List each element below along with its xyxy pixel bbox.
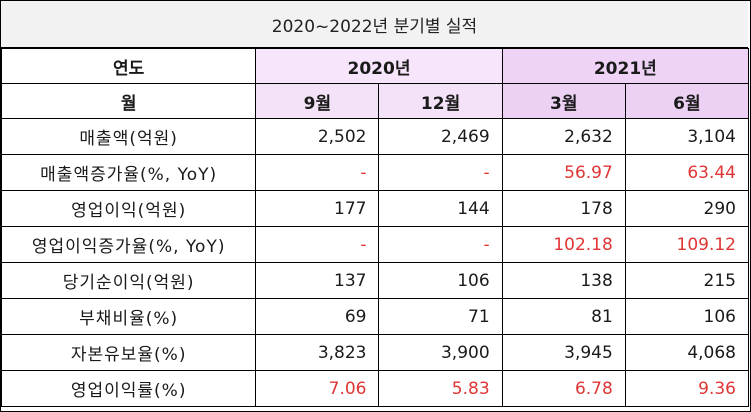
data-cell: 3,900 [378,334,503,371]
data-cell: - [378,226,503,263]
year-header-label: 연도 [0,48,257,84]
data-cell: 178 [501,190,626,227]
table-row: 영업이익(억원) 177 144 178 290 [0,190,750,227]
data-cell: 2,632 [501,118,626,155]
month-header-cell: 6월 [624,83,750,119]
table-row: 매출액증가율(%, YoY) - - 56.97 63.44 [0,154,750,191]
year-2021-header: 2021년 [501,48,750,84]
data-cell: 2,469 [378,118,503,155]
row-label: 당기순이익(억원) [0,262,257,299]
data-cell: - [378,154,503,191]
table-row: 영업이익증가율(%, YoY) - - 102.18 109.12 [0,226,750,263]
table-row: 매출액(억원) 2,502 2,469 2,632 3,104 [0,118,750,155]
data-cell: 81 [501,298,626,335]
data-cell: 106 [624,298,750,335]
data-cell: 3,823 [255,334,380,371]
table-row: 당기순이익(억원) 137 106 138 215 [0,262,750,299]
data-cell: 7.06 [255,370,380,407]
row-label: 자본유보율(%) [0,334,257,371]
data-cell: 102.18 [501,226,626,263]
month-header-cell: 3월 [501,83,626,119]
table-title: 2020~2022년 분기별 실적 [1,1,748,48]
data-cell: 3,945 [501,334,626,371]
year-header-row: 연도 2020년 2021년 [0,48,750,84]
data-cell: 9.36 [624,370,750,407]
year-2020-header: 2020년 [255,48,503,84]
data-cell: 138 [501,262,626,299]
data-cell: 63.44 [624,154,750,191]
row-label: 영업이익률(%) [0,370,257,407]
month-header-row: 월 9월 12월 3월 6월 [0,83,750,119]
data-cell: 137 [255,262,380,299]
data-cell: 144 [378,190,503,227]
row-label: 매출액증가율(%, YoY) [0,154,257,191]
data-cell: - [255,226,380,263]
data-cell: 56.97 [501,154,626,191]
data-cell: 71 [378,298,503,335]
table-row: 자본유보율(%) 3,823 3,900 3,945 4,068 [0,334,750,371]
data-cell: 109.12 [624,226,750,263]
data-cell: 4,068 [624,334,750,371]
month-header-cell: 9월 [255,83,380,119]
data-cell: 177 [255,190,380,227]
data-cell: 290 [624,190,750,227]
row-label: 매출액(억원) [0,118,257,155]
data-cell: 106 [378,262,503,299]
table-row: 영업이익률(%) 7.06 5.83 6.78 9.36 [0,370,750,407]
data-cell: 69 [255,298,380,335]
financial-table: 연도 2020년 2021년 월 9월 12월 3월 6월 매출액(억원) 2,… [0,48,750,407]
data-cell: 2,502 [255,118,380,155]
data-cell: - [255,154,380,191]
data-cell: 5.83 [378,370,503,407]
table-row: 부채비율(%) 69 71 81 106 [0,298,750,335]
row-label: 영업이익(억원) [0,190,257,227]
data-cell: 215 [624,262,750,299]
row-label: 부채비율(%) [0,298,257,335]
month-header-label: 월 [0,83,257,119]
data-cell: 3,104 [624,118,750,155]
month-header-cell: 12월 [378,83,503,119]
row-label: 영업이익증가율(%, YoY) [0,226,257,263]
data-cell: 6.78 [501,370,626,407]
